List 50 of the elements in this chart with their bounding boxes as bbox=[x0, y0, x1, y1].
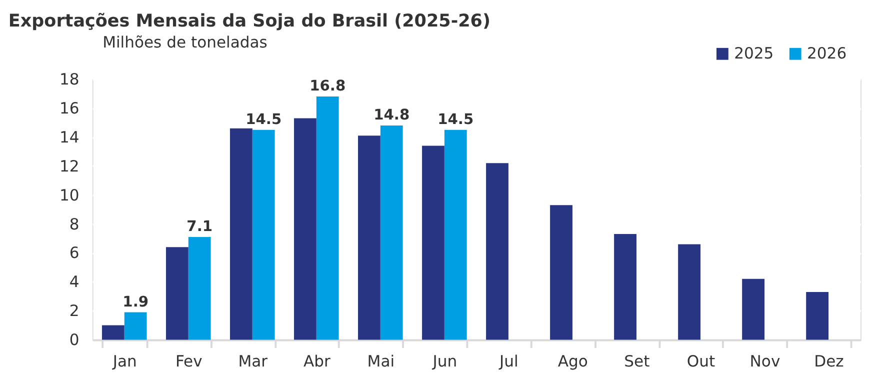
y-tick-label: 14 bbox=[59, 128, 80, 146]
bar bbox=[380, 125, 403, 340]
data-label: 7.1 bbox=[186, 218, 212, 236]
x-tick-label: Jan bbox=[112, 352, 137, 370]
x-tick-label: Set bbox=[624, 352, 650, 370]
data-label: 14.8 bbox=[374, 106, 410, 124]
x-tick-label: Jul bbox=[498, 352, 518, 370]
y-tick-label: 6 bbox=[69, 244, 80, 262]
bar bbox=[102, 325, 124, 340]
bar bbox=[422, 146, 444, 340]
bar bbox=[358, 136, 380, 340]
x-tick-label: Abr bbox=[303, 352, 331, 370]
bar bbox=[486, 163, 508, 340]
bar bbox=[614, 234, 636, 340]
y-tick-label: 8 bbox=[69, 215, 80, 234]
bar bbox=[678, 244, 700, 340]
bar bbox=[806, 292, 828, 340]
bar bbox=[124, 312, 147, 340]
chart-title: Exportações Mensais da Soja do Brasil (2025-26) bbox=[8, 12, 490, 32]
x-tick-label: Ago bbox=[558, 352, 588, 370]
bar bbox=[550, 205, 572, 340]
bar bbox=[294, 118, 316, 340]
y-axis-title: Milhões de toneladas bbox=[102, 34, 268, 52]
x-tick-label: Jun bbox=[432, 352, 458, 370]
x-tick-label: Nov bbox=[750, 352, 780, 370]
bar bbox=[166, 247, 188, 340]
y-tick-label: 12 bbox=[59, 157, 80, 176]
bar bbox=[252, 130, 275, 340]
y-tick-label: 10 bbox=[59, 186, 80, 204]
x-tick-label: Fev bbox=[175, 352, 202, 370]
x-tick-label: Out bbox=[686, 352, 716, 370]
data-label: 14.5 bbox=[438, 110, 474, 128]
y-tick-label: 4 bbox=[69, 273, 80, 292]
bar bbox=[742, 278, 764, 340]
x-tick-label: Dez bbox=[814, 352, 844, 370]
bar bbox=[316, 96, 339, 340]
x-tick-label: Mai bbox=[367, 352, 395, 370]
bar bbox=[444, 130, 467, 340]
data-label: 16.8 bbox=[310, 78, 346, 95]
data-label: 14.5 bbox=[246, 110, 282, 128]
y-tick-label: 0 bbox=[69, 331, 80, 350]
y-tick-label: 2 bbox=[69, 302, 80, 320]
bar bbox=[188, 236, 211, 340]
legend-label: 2025 bbox=[734, 44, 774, 63]
legend-label: 2026 bbox=[807, 44, 847, 63]
y-tick-label: 18 bbox=[59, 70, 80, 89]
data-label: 1.9 bbox=[122, 293, 148, 310]
x-tick-label: Mar bbox=[238, 352, 268, 370]
y-tick-label: 16 bbox=[59, 99, 80, 118]
bar bbox=[230, 128, 252, 340]
